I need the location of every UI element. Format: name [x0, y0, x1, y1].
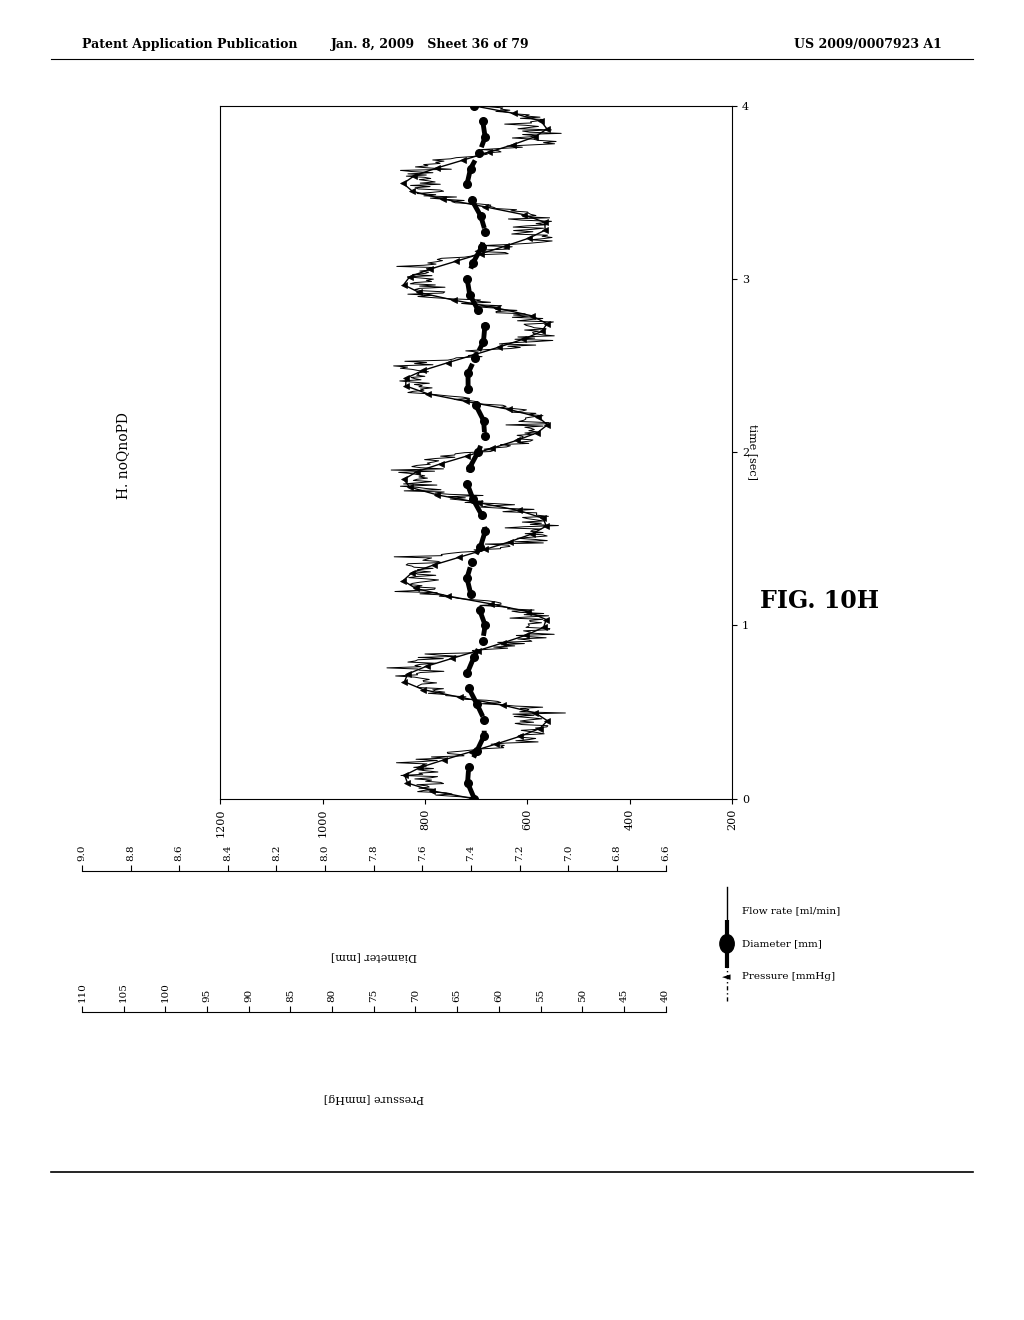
X-axis label: Flow rate [ml/min]: Flow rate [ml/min] — [423, 875, 529, 886]
Text: Patent Application Publication: Patent Application Publication — [82, 38, 297, 51]
Text: Pressure [mmHg]: Pressure [mmHg] — [742, 973, 836, 981]
Text: H. noQnoPD: H. noQnoPD — [116, 412, 130, 499]
X-axis label: Diameter [mm]: Diameter [mm] — [331, 952, 417, 962]
Text: Diameter [mm]: Diameter [mm] — [742, 940, 822, 948]
Text: US 2009/0007923 A1: US 2009/0007923 A1 — [795, 38, 942, 51]
Text: ◄: ◄ — [722, 972, 730, 982]
Text: Jan. 8, 2009   Sheet 36 of 79: Jan. 8, 2009 Sheet 36 of 79 — [331, 38, 529, 51]
Text: Flow rate [ml/min]: Flow rate [ml/min] — [742, 907, 841, 915]
Text: FIG. 10H: FIG. 10H — [760, 589, 879, 612]
X-axis label: Pressure [mmHg]: Pressure [mmHg] — [324, 1093, 424, 1104]
Y-axis label: time [sec]: time [sec] — [748, 424, 758, 480]
